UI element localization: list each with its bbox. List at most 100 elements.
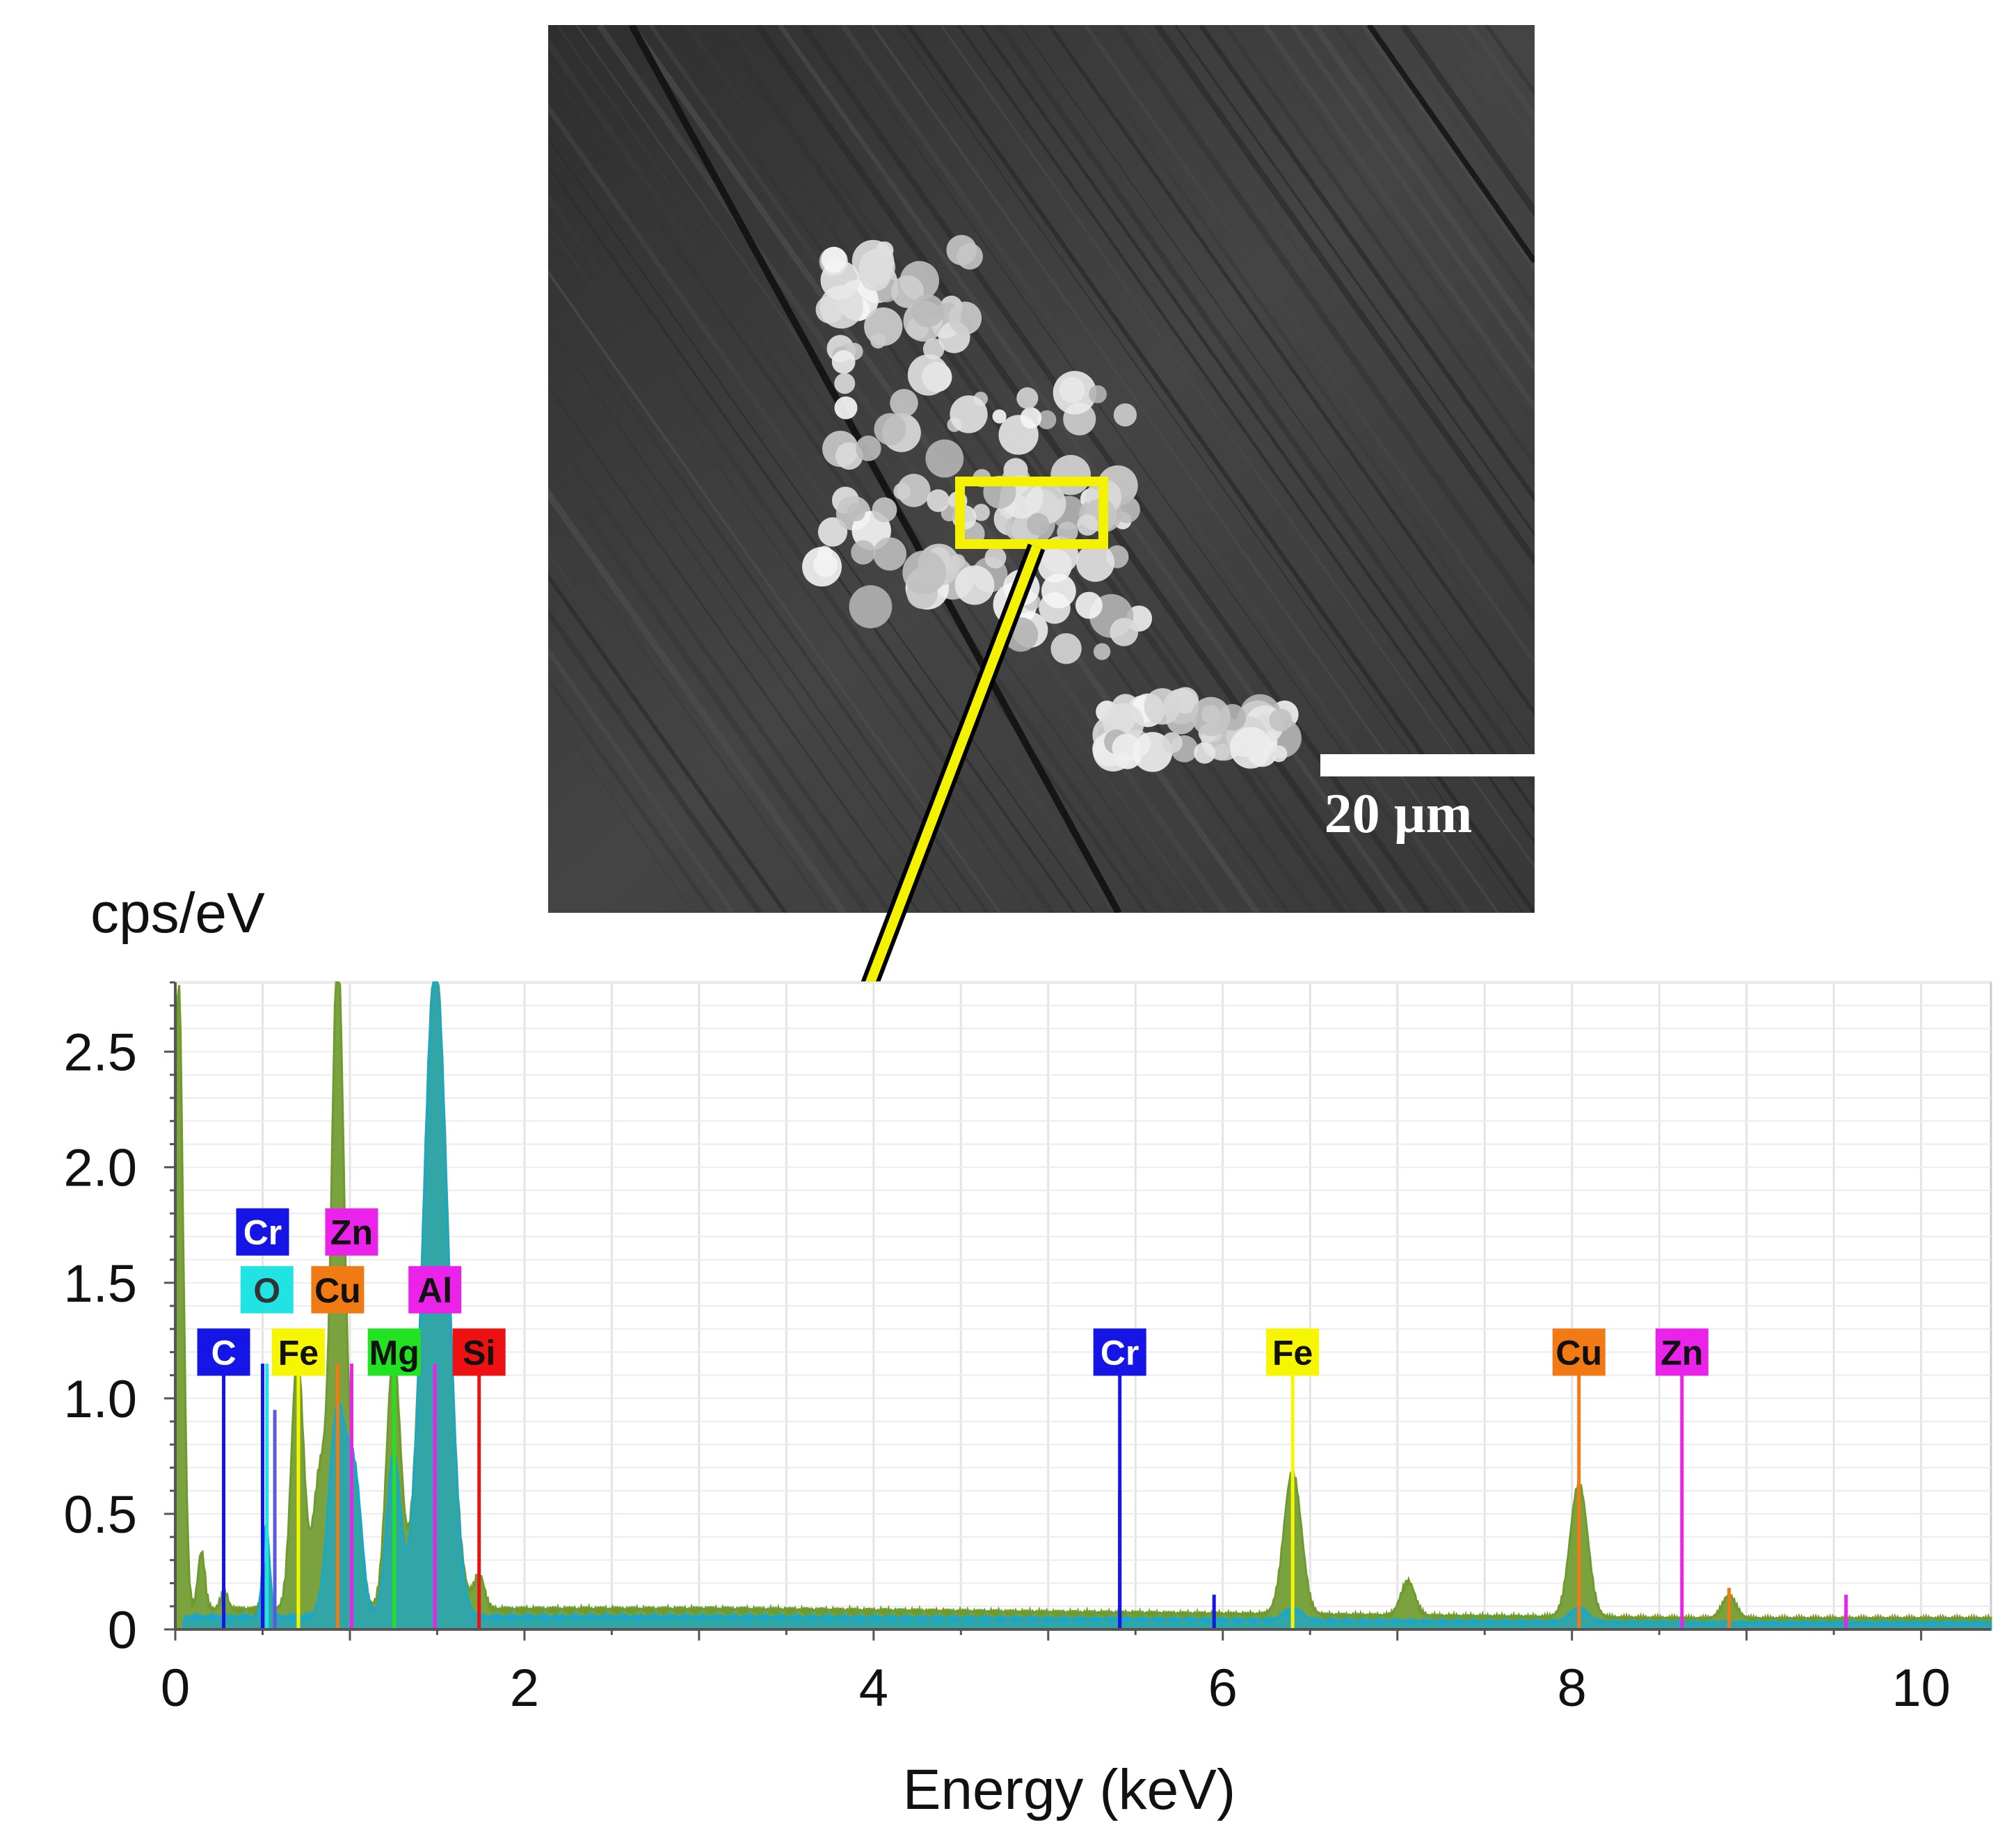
element-label-box: [367, 1328, 421, 1376]
streak: [548, 424, 893, 913]
element-label: C: [211, 1333, 236, 1372]
particle: [948, 301, 982, 335]
element-label: Zn: [1661, 1333, 1703, 1372]
element-label: O: [253, 1271, 280, 1310]
particle: [834, 373, 856, 394]
streak: [548, 704, 696, 913]
streak: [1199, 25, 1535, 503]
connector-line: [863, 545, 1041, 990]
particle: [890, 388, 918, 417]
streak: [548, 103, 1119, 913]
particle: [1229, 726, 1272, 769]
streak: [1425, 25, 1535, 182]
element-label-box: [1093, 1328, 1146, 1376]
particle: [834, 396, 858, 420]
element-label: Al: [417, 1271, 452, 1310]
particle: [902, 550, 947, 595]
element-label: Cu: [314, 1271, 361, 1310]
particle: [1020, 407, 1042, 429]
y-tick-label: 0.5: [63, 1485, 137, 1545]
element-label: Zn: [330, 1213, 373, 1252]
element-markers: CO Cr Fe Cu Zn Mg Al Si Cr Fe Cu Zn: [197, 1208, 1848, 1629]
x-tick-label: 2: [510, 1659, 539, 1718]
element-label-box: [271, 1328, 325, 1376]
streak: [1114, 25, 1535, 622]
element-label-box: [311, 1266, 365, 1314]
particle: [950, 395, 988, 433]
axes: 0 0.5 1.0 1.5 2.0 2.5 0 2 4 6 8 10: [63, 981, 1991, 1718]
element-label-box: [325, 1208, 378, 1256]
streak: [661, 25, 1290, 913]
particle: [1016, 387, 1039, 409]
particle: [1075, 543, 1115, 582]
particle: [870, 333, 886, 349]
particle: [1270, 745, 1288, 763]
streak: [548, 513, 830, 913]
debris-particles: [802, 234, 1302, 772]
streak: [556, 25, 1185, 913]
particle: [872, 497, 897, 522]
streak: [548, 222, 1035, 913]
y-tick-label: 2.5: [63, 1023, 137, 1083]
particle: [1093, 643, 1111, 660]
streak: [1290, 25, 1535, 373]
y-tick-label: 1.0: [63, 1370, 137, 1429]
element-label-box: [1655, 1328, 1709, 1376]
streak: [548, 346, 947, 913]
streak: [548, 607, 762, 913]
particle: [1053, 371, 1097, 415]
streak: [548, 287, 989, 913]
scale-bar-label: 20 µm: [1324, 783, 1473, 845]
streak: [1361, 25, 1535, 272]
particle: [1161, 732, 1183, 753]
streak: [1138, 25, 1535, 588]
element-label: Fe: [278, 1333, 319, 1372]
scale-bar: [1320, 754, 1535, 776]
particle: [1075, 591, 1103, 619]
element-label-box: [240, 1266, 294, 1314]
particle: [821, 246, 847, 273]
groove-line: [1366, 25, 1535, 264]
x-tick-label: 8: [1558, 1659, 1587, 1718]
streak: [685, 25, 1316, 913]
streak: [548, 454, 870, 913]
x-axis-title: Energy (keV): [903, 1758, 1236, 1821]
particle: [855, 436, 881, 461]
particle: [925, 439, 964, 478]
element-label: Fe: [1272, 1333, 1313, 1372]
streak: [548, 163, 1076, 913]
element-label: Cr: [1101, 1333, 1139, 1372]
particle: [1041, 573, 1076, 609]
streak: [778, 25, 1408, 913]
particle: [954, 565, 995, 605]
element-label-box: [1266, 1328, 1320, 1376]
x-tick-label: 6: [1208, 1659, 1238, 1718]
streak: [1251, 25, 1535, 427]
element-label: Si: [463, 1333, 495, 1372]
streak: [548, 269, 1002, 913]
particle: [1110, 618, 1139, 646]
particle: [1144, 688, 1181, 725]
particle: [911, 294, 945, 328]
particle: [1077, 514, 1098, 536]
particle: [927, 489, 950, 512]
particle: [1027, 513, 1050, 536]
element-label-box: [452, 1328, 506, 1376]
particle: [873, 537, 907, 571]
sem-micrograph: [548, 25, 1535, 913]
streak: [1386, 25, 1535, 238]
particle: [817, 517, 848, 547]
streak: [548, 675, 715, 913]
streak: [548, 646, 735, 913]
particle: [1113, 403, 1137, 426]
particle: [922, 338, 945, 360]
particle: [1089, 385, 1107, 404]
element-label-box: [197, 1328, 250, 1376]
particle: [1194, 742, 1216, 764]
element-label: Mg: [369, 1333, 419, 1372]
streak: [548, 62, 1148, 913]
streak: [1019, 25, 1535, 756]
streak: [1334, 25, 1535, 312]
